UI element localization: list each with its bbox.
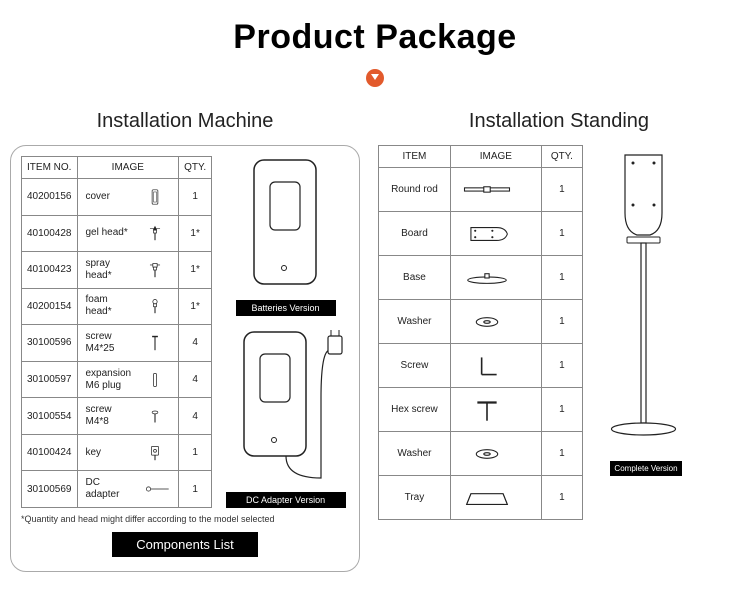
cell-qty: 4 [179, 361, 212, 398]
cell-qty: 1 [541, 212, 582, 256]
cell-qty: 1 [541, 256, 582, 300]
header-image: IMAGE [77, 157, 179, 179]
cell-item: Washer [379, 300, 451, 344]
cell-image [450, 168, 541, 212]
cell-qty: 1 [541, 168, 582, 212]
cell-itemno: 30100596 [22, 325, 78, 362]
chevron-down-icon [366, 69, 384, 87]
cell-item: Base [379, 256, 451, 300]
cell-image [450, 432, 541, 476]
table-row: 30100597expansionM6 plug4 [22, 361, 212, 398]
cell-image [450, 212, 541, 256]
left-panel: ITEM NO. IMAGE QTY. 40200156cover1401004… [10, 145, 360, 572]
table-row: 30100569DC adapter1 [22, 471, 212, 508]
complete-version-label: Complete Version [610, 461, 681, 476]
batteries-version-label: Batteries Version [236, 300, 336, 316]
table-row: 30100554screwM4*84 [22, 398, 212, 435]
cell-itemno: 40100428 [22, 215, 78, 252]
components-list-label: Components List [112, 532, 258, 557]
cell-image: gel head* [77, 215, 179, 252]
right-heading: Installation Standing [378, 110, 740, 133]
cell-image: foam head* [77, 288, 179, 325]
cell-itemno: 30100554 [22, 398, 78, 435]
cell-image: key [77, 434, 179, 471]
page-title: Product Package [10, 18, 740, 57]
cell-image: screwM4*25 [77, 325, 179, 362]
table-row: 40200156cover1 [22, 179, 212, 216]
cell-itemno: 30100569 [22, 471, 78, 508]
cell-qty: 1* [179, 215, 212, 252]
cell-image: cover [77, 179, 179, 216]
header-qty: QTY. [179, 157, 212, 179]
cell-item: Round rod [379, 168, 451, 212]
cell-qty: 1* [179, 252, 212, 289]
cell-item: Screw [379, 344, 451, 388]
cell-itemno: 30100597 [22, 361, 78, 398]
cell-image [450, 256, 541, 300]
header-itemno: ITEM NO. [22, 157, 78, 179]
table-row: Board 1 [379, 212, 583, 256]
cell-itemno: 40100423 [22, 252, 78, 289]
table-row: 40100424key1 [22, 434, 212, 471]
table-row: 30100596screwM4*254 [22, 325, 212, 362]
cell-image [450, 300, 541, 344]
cell-image [450, 476, 541, 520]
table-row: Washer 1 [379, 432, 583, 476]
stand-diagram-column: Complete Version [601, 145, 691, 476]
chevron-container [10, 69, 740, 92]
cell-image: DC adapter [77, 471, 179, 508]
right-column: Installation Standing ITEM IMAGE QTY. Ro… [378, 110, 740, 520]
cell-item: Tray [379, 476, 451, 520]
right-parts-table: ITEM IMAGE QTY. Round rod1Board1Base1Was… [378, 145, 583, 520]
table-row: 40100423spray head*1* [22, 252, 212, 289]
cell-itemno: 40100424 [22, 434, 78, 471]
cell-qty: 1 [541, 300, 582, 344]
cell-qty: 4 [179, 398, 212, 435]
cell-qty: 1 [541, 344, 582, 388]
cell-qty: 1 [541, 476, 582, 520]
table-row: Round rod 1 [379, 168, 583, 212]
cell-item: Board [379, 212, 451, 256]
table-row: Tray 1 [379, 476, 583, 520]
cell-image: expansionM6 plug [77, 361, 179, 398]
table-row: 40100428gel head*1* [22, 215, 212, 252]
dispenser-dc-diagram: DC Adapter Version [226, 328, 346, 508]
table-row: Washer 1 [379, 300, 583, 344]
dispenser-batteries-diagram: Batteries Version [236, 156, 336, 316]
cell-qty: 4 [179, 325, 212, 362]
header-qty: QTY. [541, 146, 582, 168]
cell-image [450, 388, 541, 432]
left-diagrams: Batteries Version DC Adapter Versio [222, 156, 349, 508]
cell-image [450, 344, 541, 388]
dc-version-label: DC Adapter Version [226, 492, 346, 508]
cell-qty: 1 [179, 179, 212, 216]
left-heading: Installation Machine [10, 110, 360, 133]
cell-qty: 1 [541, 388, 582, 432]
left-footnote: *Quantity and head might differ accordin… [21, 514, 349, 524]
table-row: Base 1 [379, 256, 583, 300]
cell-item: Washer [379, 432, 451, 476]
cell-image: screwM4*8 [77, 398, 179, 435]
left-column: Installation Machine ITEM NO. IMAGE QTY.… [10, 110, 360, 572]
cell-itemno: 40200154 [22, 288, 78, 325]
header-image: IMAGE [450, 146, 541, 168]
stand-diagram-icon [601, 145, 686, 455]
content-columns: Installation Machine ITEM NO. IMAGE QTY.… [10, 110, 740, 572]
table-row: 40200154foam head*1* [22, 288, 212, 325]
header-item: ITEM [379, 146, 451, 168]
cell-item: Hex screw [379, 388, 451, 432]
cell-qty: 1* [179, 288, 212, 325]
left-parts-table: ITEM NO. IMAGE QTY. 40200156cover1401004… [21, 156, 212, 508]
cell-qty: 1 [179, 434, 212, 471]
cell-image: spray head* [77, 252, 179, 289]
table-row: Screw 1 [379, 344, 583, 388]
cell-qty: 1 [179, 471, 212, 508]
cell-itemno: 40200156 [22, 179, 78, 216]
table-row: Hex screw 1 [379, 388, 583, 432]
cell-qty: 1 [541, 432, 582, 476]
